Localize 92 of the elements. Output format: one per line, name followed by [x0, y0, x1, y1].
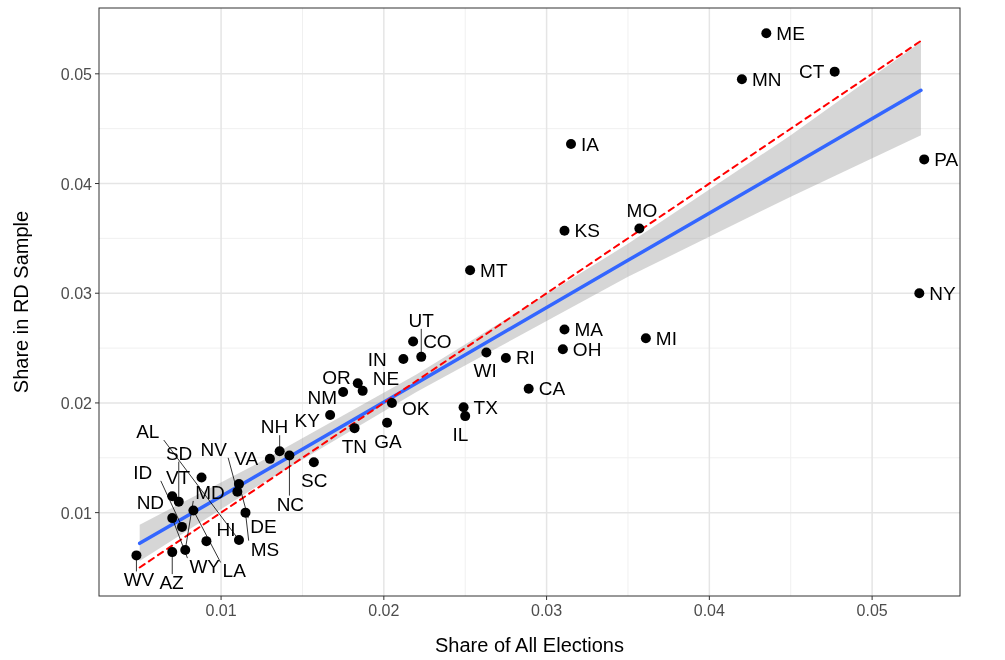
- annotation: PA: [934, 148, 959, 170]
- point: [481, 347, 492, 358]
- annotation: MA: [574, 318, 604, 340]
- y-tick-label: 0.05: [60, 65, 93, 83]
- annotation: MT: [480, 259, 508, 281]
- annotation: IA: [581, 133, 600, 155]
- annotation: HI: [216, 518, 236, 540]
- annotation: OH: [572, 338, 602, 360]
- annotation: WV: [123, 569, 155, 591]
- y-tick-label: 0.04: [60, 175, 93, 193]
- y-tick-label: 0.02: [60, 394, 93, 412]
- annotation: ID: [133, 461, 153, 483]
- point: [634, 223, 645, 234]
- annotation: MO: [626, 199, 658, 221]
- annotation: ND: [136, 491, 165, 513]
- annotation: NY: [929, 282, 957, 304]
- point: [308, 457, 319, 468]
- annotation: GA: [374, 430, 403, 452]
- point: [264, 453, 275, 464]
- point: [559, 324, 570, 335]
- x-tick-label: 0.05: [856, 602, 888, 619]
- point: [167, 547, 178, 558]
- point: [640, 333, 651, 344]
- x-tick-label: 0.01: [205, 602, 237, 619]
- point: [559, 225, 570, 236]
- annotation: NM: [307, 387, 338, 409]
- point: [398, 354, 409, 365]
- annotation: CT: [799, 61, 825, 83]
- point: [914, 288, 925, 299]
- annotation: RI: [515, 347, 535, 369]
- annotation: AZ: [159, 572, 185, 594]
- point: [386, 397, 397, 408]
- annotation: AL: [136, 421, 160, 443]
- point: [177, 521, 188, 532]
- annotation: TN: [341, 436, 368, 458]
- point: [338, 386, 349, 397]
- annotation: NE: [372, 368, 400, 390]
- point: [173, 496, 184, 507]
- point: [460, 411, 471, 422]
- point: [761, 28, 772, 39]
- point: [458, 402, 469, 413]
- annotation: OK: [401, 398, 430, 420]
- point: [274, 446, 285, 457]
- annotation: DE: [250, 516, 277, 538]
- annotation: KS: [574, 220, 600, 242]
- annotation: IL: [452, 424, 469, 446]
- point: [167, 513, 178, 524]
- point: [233, 535, 244, 546]
- point: [325, 409, 336, 420]
- annotation: VA: [234, 448, 259, 470]
- point: [829, 66, 840, 77]
- annotation: SD: [165, 442, 193, 464]
- point: [416, 351, 427, 362]
- point: [566, 139, 576, 150]
- x-axis-title: Share of All Elections: [435, 634, 624, 656]
- annotation: MI: [655, 327, 677, 349]
- annotation: CO: [423, 330, 452, 352]
- annotation: MN: [751, 68, 782, 90]
- annotation: NV: [200, 438, 228, 460]
- point: [465, 265, 476, 276]
- annotation: MD: [195, 481, 225, 503]
- x-tick-label: 0.03: [531, 602, 563, 619]
- annotation: OR: [322, 366, 351, 388]
- annotation: UT: [408, 309, 435, 331]
- y-tick-label: 0.03: [60, 285, 93, 303]
- x-tick-label: 0.02: [368, 602, 400, 619]
- annotation: WI: [473, 360, 497, 382]
- point: [196, 472, 207, 483]
- point: [408, 336, 419, 347]
- annotation: MS: [250, 538, 280, 560]
- annotation: ME: [776, 22, 805, 44]
- annotation: NH: [260, 416, 289, 438]
- annotation: CA: [538, 378, 566, 400]
- point: [557, 344, 568, 355]
- y-axis-title: Share in RD Sample: [10, 210, 32, 394]
- point: [352, 378, 363, 389]
- point: [382, 417, 393, 428]
- annotation: SC: [301, 470, 328, 492]
- annotation: KY: [294, 410, 321, 432]
- x-tick-label: 0.04: [693, 602, 726, 619]
- point: [736, 74, 747, 85]
- point: [357, 385, 368, 396]
- annotation: TX: [473, 396, 499, 418]
- annotation: WY: [189, 556, 221, 578]
- annotation: NC: [276, 493, 305, 515]
- annotation: IN: [367, 348, 387, 370]
- annotation: LA: [222, 560, 247, 582]
- point: [919, 154, 930, 165]
- y-tick-label: 0.01: [60, 504, 93, 522]
- point: [523, 383, 534, 394]
- point: [349, 423, 360, 434]
- point: [500, 352, 511, 363]
